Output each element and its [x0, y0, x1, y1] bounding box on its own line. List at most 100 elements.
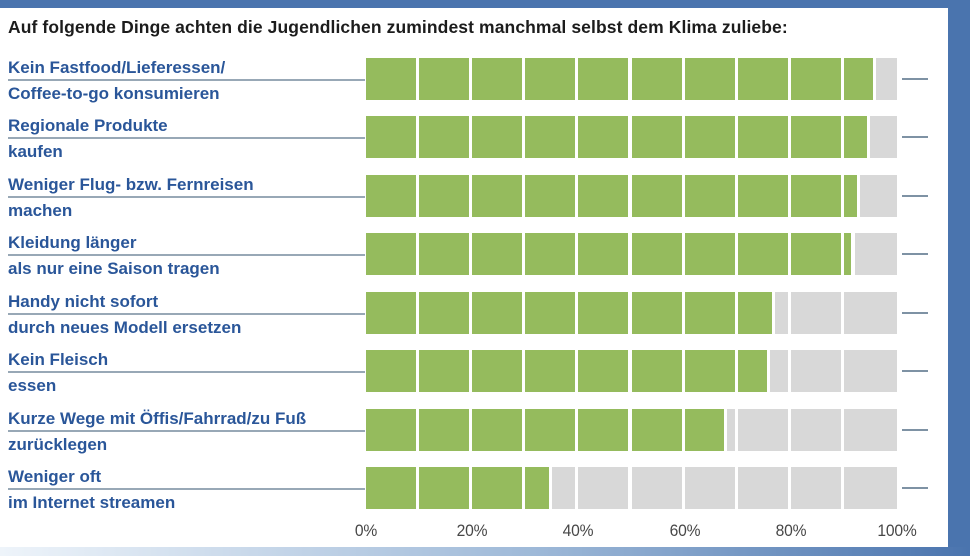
bar-segment-rest [631, 467, 682, 509]
bar-segment-filled [366, 233, 417, 275]
bar-segment-filled [684, 409, 725, 451]
bar-segment-filled [578, 350, 629, 392]
bar-segment-filled [737, 292, 772, 334]
percentage-bar [366, 58, 897, 100]
bar-segment-rest [578, 467, 629, 509]
bar-segment-filled [843, 58, 873, 100]
bar-segment-rest [843, 292, 897, 334]
right-border-bar [948, 0, 970, 556]
bar-segment-filled [737, 116, 788, 158]
bar-segment-filled [684, 350, 735, 392]
row-label-line2: kaufen [8, 142, 63, 161]
row-label-line2: essen [8, 376, 57, 395]
bar-segment-filled [737, 350, 767, 392]
bar-segment-filled [631, 58, 682, 100]
chart-row: Kurze Wege mit Öffis/Fahrrad/zu Fuß zurüc… [0, 409, 977, 454]
bar-segment-filled [843, 175, 857, 217]
row-label-line2: zurücklegen [8, 435, 108, 454]
bar-segment-filled [578, 409, 629, 451]
bar-segment-filled [525, 292, 576, 334]
chart-row: Kleidung länger als nur eine Saison trage… [0, 233, 977, 278]
percentage-bar [366, 233, 897, 275]
row-label-line2: als nur eine Saison tragen [8, 259, 220, 278]
bar-segment-filled [684, 292, 735, 334]
x-axis-tick-label: 80% [775, 521, 807, 540]
bar-segment-filled [631, 350, 682, 392]
chart-row: Weniger oft im Internet streamen [0, 467, 977, 512]
bar-segment-filled [525, 58, 576, 100]
row-label: Kurze Wege mit Öffis/Fahrrad/zu Fuß zurüc… [8, 409, 365, 455]
bar-segment-rest [859, 175, 897, 217]
bar-segment-filled [737, 175, 788, 217]
bar-segment-filled [631, 116, 682, 158]
bar-segment-filled [525, 467, 549, 509]
bar-segment-filled [419, 292, 470, 334]
bar-segment-filled [366, 292, 417, 334]
bar-segment-rest [843, 467, 897, 509]
row-label-line2: Coffee-to-go konsumieren [8, 84, 220, 103]
chart-row: Kein Fastfood/Lieferessen/Coffee-to-go k… [0, 58, 977, 103]
bar-segment-filled [472, 350, 523, 392]
x-axis-tick-label: 20% [456, 521, 488, 540]
bar-segment-filled [419, 467, 470, 509]
bottom-border-gradient-bar [0, 547, 970, 556]
bar-segment-filled [472, 116, 523, 158]
bar-segment-filled [419, 409, 470, 451]
bar-segment-filled [366, 409, 417, 451]
percentage-bar [366, 292, 897, 334]
row-label: Kein Fleisch essen [8, 350, 365, 396]
bar-segment-rest [843, 350, 897, 392]
percentage-bar [366, 467, 897, 509]
bar-segment-filled [578, 233, 629, 275]
row-label: Handy nicht sofort durch neues Modell ers… [8, 292, 365, 338]
percentage-bar [366, 116, 897, 158]
bar-segment-filled [525, 409, 576, 451]
bar-segment-filled [578, 175, 629, 217]
row-end-tick-dash [902, 78, 928, 80]
bar-segment-filled [472, 292, 523, 334]
row-label-line1: Kurze Wege mit Öffis/Fahrrad/zu Fuß [8, 409, 365, 432]
bar-segment-filled [472, 58, 523, 100]
bar-segment-filled [419, 350, 470, 392]
bar-segment-filled [525, 175, 576, 217]
chart-title: Auf folgende Dinge achten die Jugendlich… [8, 17, 788, 37]
bar-segment-filled [790, 58, 841, 100]
x-axis: 0% 20% 40% 60% 80% 100% [0, 521, 977, 543]
bar-segment-filled [472, 467, 523, 509]
bar-segment-filled [790, 233, 841, 275]
bar-segment-filled [472, 233, 523, 275]
percentage-bar [366, 409, 897, 451]
bar-segment-rest [790, 350, 841, 392]
bar-segment-filled [419, 58, 470, 100]
bar-segment-filled [419, 233, 470, 275]
row-label: Kleidung länger als nur eine Saison trage… [8, 233, 365, 279]
bar-segment-filled [578, 116, 629, 158]
chart-row: Handy nicht sofort durch neues Modell ers… [0, 292, 977, 337]
bar-segment-filled [737, 233, 788, 275]
bar-segment-filled [419, 116, 470, 158]
bar-segment-filled [737, 58, 788, 100]
bar-segment-rest [875, 58, 897, 100]
bar-segment-rest [769, 350, 788, 392]
percentage-bar [366, 350, 897, 392]
top-border-bar [0, 0, 970, 8]
row-label: Kein Fastfood/Lieferessen/Coffee-to-go k… [8, 58, 365, 104]
row-end-tick-dash [902, 487, 928, 489]
row-label-line1: Regionale Produkte [8, 116, 365, 139]
bar-segment-filled [790, 116, 841, 158]
bar-segment-filled [525, 233, 576, 275]
row-label-line1: Weniger Flug- bzw. Fernreisen [8, 175, 365, 198]
chart-row: Regionale Produkte kaufen [0, 116, 977, 161]
bar-segment-rest [843, 409, 897, 451]
bar-segment-filled [366, 116, 417, 158]
bar-segment-filled [366, 58, 417, 100]
bar-segment-rest [737, 467, 788, 509]
bar-segment-rest [790, 409, 841, 451]
bar-segment-filled [631, 409, 682, 451]
bar-segment-filled [684, 175, 735, 217]
bar-segment-filled [631, 175, 682, 217]
bar-segment-rest [737, 409, 788, 451]
row-label-line2: im Internet streamen [8, 493, 176, 512]
row-label-line1: Kein Fastfood/Lieferessen/ [8, 58, 365, 81]
x-axis-tick-label: 40% [563, 521, 594, 540]
